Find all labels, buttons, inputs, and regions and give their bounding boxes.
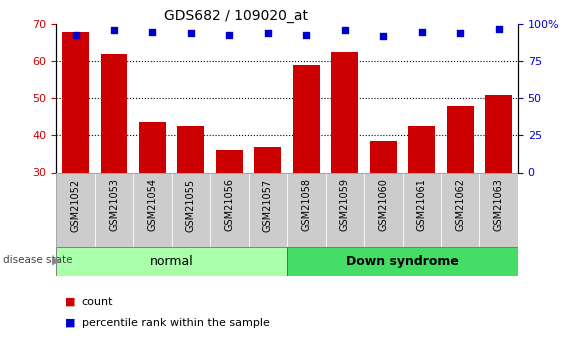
Point [148, 29, 157, 34]
Text: ■: ■ [65, 297, 75, 307]
Text: disease state: disease state [3, 256, 72, 265]
Bar [249, 172, 287, 247]
Bar [485, 95, 512, 172]
Bar [293, 65, 320, 172]
Text: GSM21054: GSM21054 [148, 178, 158, 231]
Text: percentile rank within the sample: percentile rank within the sample [82, 318, 270, 327]
Text: GSM21061: GSM21061 [417, 178, 427, 231]
Bar [177, 126, 204, 172]
Text: GSM21055: GSM21055 [186, 178, 196, 231]
Text: GSM21060: GSM21060 [378, 178, 388, 231]
Bar [101, 54, 127, 172]
Bar [370, 141, 397, 172]
Bar [62, 32, 89, 173]
Text: count: count [82, 297, 113, 307]
Point [186, 30, 195, 36]
Bar [403, 172, 441, 247]
Bar [210, 172, 249, 247]
Bar [254, 147, 282, 172]
Text: ▶: ▶ [52, 256, 61, 265]
Bar [325, 172, 364, 247]
Bar [441, 172, 480, 247]
Point [417, 29, 426, 34]
Text: GSM21058: GSM21058 [301, 178, 311, 231]
Bar [139, 122, 166, 172]
Text: GSM21057: GSM21057 [263, 178, 273, 231]
Text: GDS682 / 109020_at: GDS682 / 109020_at [164, 9, 309, 23]
Bar [480, 172, 518, 247]
Text: Down syndrome: Down syndrome [346, 255, 459, 268]
Point [379, 33, 388, 39]
Point [71, 32, 80, 37]
Bar [332, 52, 358, 172]
Point [225, 32, 234, 37]
Bar [287, 247, 518, 276]
Text: GSM21062: GSM21062 [455, 178, 465, 231]
Text: GSM21053: GSM21053 [109, 178, 119, 231]
Point [263, 30, 272, 36]
Point [494, 26, 503, 31]
Text: ■: ■ [65, 318, 75, 327]
Point [302, 32, 311, 37]
Text: GSM21063: GSM21063 [494, 178, 504, 231]
Text: GSM21059: GSM21059 [340, 178, 350, 231]
Point [455, 30, 464, 36]
Bar [56, 247, 287, 276]
Text: GSM21052: GSM21052 [70, 178, 81, 231]
Bar [133, 172, 172, 247]
Bar [95, 172, 133, 247]
Text: GSM21056: GSM21056 [225, 178, 234, 231]
Bar [364, 172, 403, 247]
Bar [172, 172, 210, 247]
Bar [56, 172, 95, 247]
Bar [287, 172, 325, 247]
Point [109, 27, 118, 33]
Bar [447, 106, 473, 172]
Bar [216, 150, 243, 172]
Bar [408, 126, 435, 172]
Point [340, 27, 349, 33]
Text: normal: normal [150, 255, 194, 268]
